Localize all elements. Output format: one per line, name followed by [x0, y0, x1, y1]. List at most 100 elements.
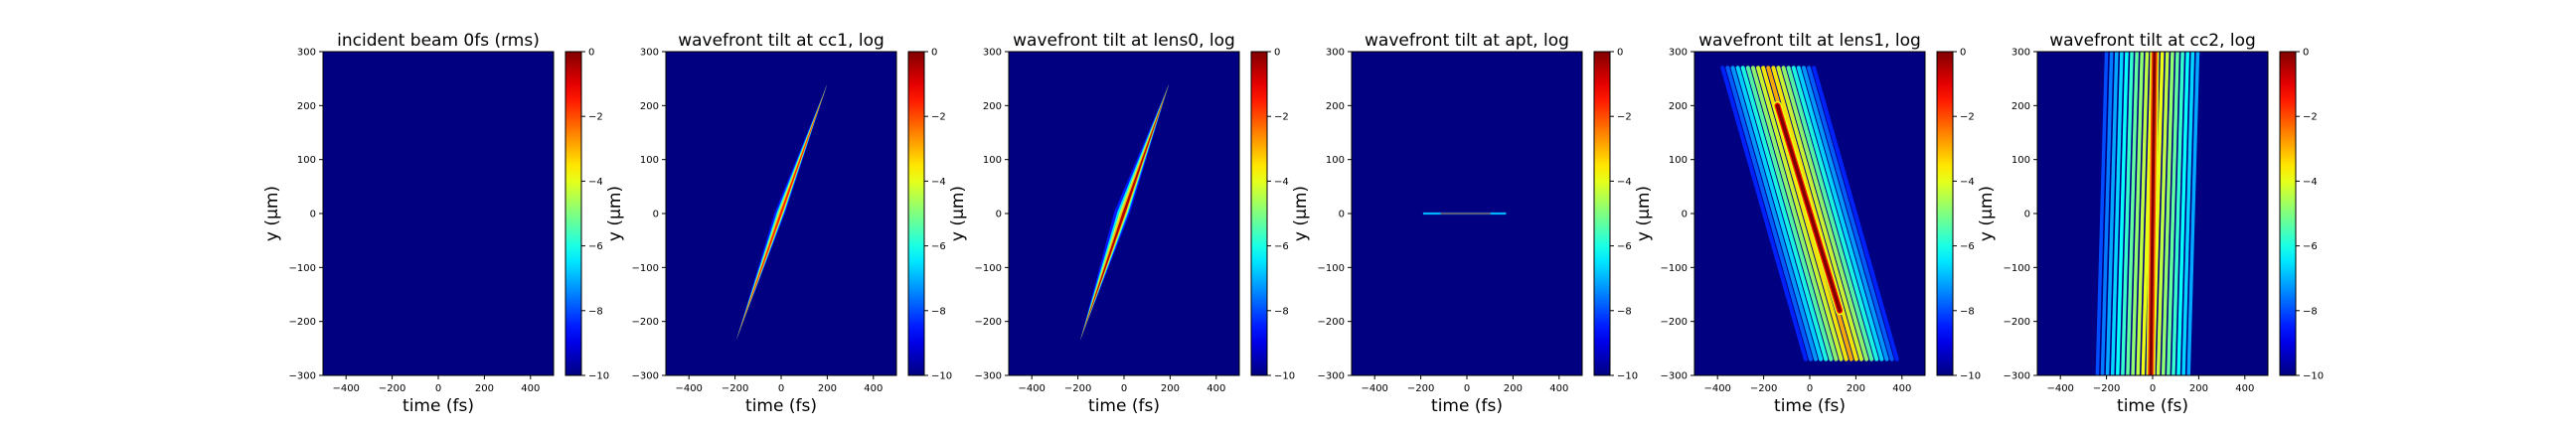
colorbar-tick-label: −6: [1274, 241, 1289, 252]
x-tick-label: 200: [1161, 383, 1180, 394]
colorbar-tick-label: −4: [1274, 177, 1289, 188]
colorbar: [564, 51, 582, 376]
x-tick-label: −200: [1750, 383, 1777, 394]
y-axis-label: y (μm): [605, 186, 625, 241]
fringe-stripe: [1730, 66, 1819, 361]
colorbar-tick-label: −6: [1960, 241, 1975, 252]
colorbar-tick-label: −6: [1617, 241, 1632, 252]
fringe-stripe: [2186, 52, 2200, 375]
x-tick-label: 0: [1121, 383, 1127, 394]
chart-title: wavefront tilt at cc1, log: [678, 31, 885, 51]
y-tick-label: 100: [297, 155, 316, 166]
heatmap-background: [323, 52, 554, 375]
x-axis-label: time (fs): [745, 396, 817, 416]
fringe-stripe: [2172, 52, 2184, 375]
y-axis-label: y (μm): [1977, 186, 1997, 241]
colorbar: [907, 51, 925, 376]
x-axis-label: time (fs): [402, 396, 474, 416]
fringe-stripe: [1756, 66, 1844, 361]
fringe-stripe: [1745, 66, 1834, 361]
colorbar-tick-label: −8: [1960, 306, 1975, 317]
x-tick-label: −200: [379, 383, 405, 394]
fringe-stripe: [2110, 52, 2124, 375]
colorbar-tick-label: 0: [588, 48, 594, 59]
y-axis-label: y (μm): [262, 186, 282, 241]
x-tick-label: 200: [2189, 383, 2208, 394]
colorbar-tick-label: −2: [1960, 112, 1975, 123]
x-tick-label: 400: [1207, 383, 1225, 394]
x-tick-label: 0: [1464, 383, 1470, 394]
y-axis-label: y (μm): [1634, 186, 1654, 241]
colorbar-tick-label: 0: [931, 48, 937, 59]
y-axis-label: y (μm): [1291, 186, 1311, 241]
y-tick-label: −100: [2004, 263, 2030, 274]
fringe-stripe: [2131, 52, 2145, 375]
fringe-stripe: [1725, 66, 1813, 361]
colorbar: [1936, 51, 1954, 376]
x-tick-label: 0: [435, 383, 441, 394]
heatmap-image: [2095, 52, 2200, 375]
colorbar-tick-label: −10: [1960, 371, 1981, 382]
x-tick-label: 400: [521, 383, 540, 394]
y-tick-label: −300: [975, 371, 1002, 382]
x-axis-label: time (fs): [1431, 396, 1503, 416]
y-tick-label: −200: [289, 317, 316, 328]
colorbar-tick-label: −4: [1960, 177, 1975, 188]
fringe-stripe: [1796, 66, 1884, 361]
x-tick-label: 200: [1847, 383, 1865, 394]
y-tick-label: 200: [2012, 101, 2030, 112]
x-tick-label: −200: [1064, 383, 1091, 394]
colorbar-tick-label: 0: [1960, 48, 1966, 59]
heatmap-image: [1720, 66, 1899, 361]
colorbar-tick-label: −4: [588, 177, 603, 188]
fringe-stripe: [1812, 66, 1899, 361]
y-tick-label: 200: [983, 101, 1002, 112]
x-axis-label: time (fs): [2117, 396, 2188, 416]
fringe-stripe: [2126, 52, 2139, 375]
y-tick-label: −300: [1661, 371, 1688, 382]
colorbar: [2279, 51, 2297, 376]
colorbar-tick-label: −8: [1617, 306, 1632, 317]
x-tick-label: −400: [675, 383, 702, 394]
subplot-3: −400 −200 0 200 400−300−200−1000100200300wav…: [1291, 31, 1638, 416]
fringe-stripe: [2161, 52, 2174, 375]
y-tick-label: −200: [2004, 317, 2030, 328]
x-tick-label: −400: [1703, 383, 1730, 394]
tilt-band-layer: [735, 83, 828, 341]
colorbar-tick-label: −10: [1274, 371, 1295, 382]
fringe-stripe: [1776, 66, 1863, 361]
y-tick-label: 0: [996, 210, 1002, 220]
y-tick-label: −100: [289, 263, 316, 274]
colorbar-tick-label: −4: [2303, 177, 2318, 188]
fringe-stripe: [2156, 52, 2170, 375]
chart-title: wavefront tilt at cc2, log: [2049, 31, 2256, 51]
chart-title: incident beam 0fs (rms): [337, 31, 540, 51]
x-tick-label: 0: [778, 383, 784, 394]
fringe-stripe: [1801, 66, 1889, 361]
colorbar-tick-label: −2: [2303, 112, 2318, 123]
y-tick-label: 300: [297, 48, 316, 59]
x-tick-label: −200: [1407, 383, 1434, 394]
y-tick-label: 0: [2024, 210, 2030, 220]
y-tick-label: 0: [1682, 210, 1688, 220]
subplot-1: −400 −200 0 200 400−300−200−1000100200300wav…: [605, 31, 952, 416]
y-tick-label: 300: [1326, 48, 1345, 59]
y-tick-label: 300: [983, 48, 1002, 59]
colorbar-tick-label: −10: [2303, 371, 2324, 382]
tilt-band-layer: [1079, 83, 1170, 341]
fringe-stripe: [2121, 52, 2134, 375]
colorbar-tick-label: −2: [588, 112, 603, 123]
y-tick-label: 300: [640, 48, 659, 59]
fringe-stripe: [1735, 66, 1824, 361]
y-tick-label: −200: [632, 317, 659, 328]
y-tick-label: 0: [653, 210, 659, 220]
x-tick-label: −400: [332, 383, 359, 394]
colorbar-tick-label: −6: [931, 241, 946, 252]
x-tick-label: 400: [864, 383, 883, 394]
y-tick-label: −100: [1318, 263, 1345, 274]
fringe-core: [2149, 52, 2157, 375]
y-tick-label: −300: [289, 371, 316, 382]
y-tick-label: 100: [1669, 155, 1688, 166]
